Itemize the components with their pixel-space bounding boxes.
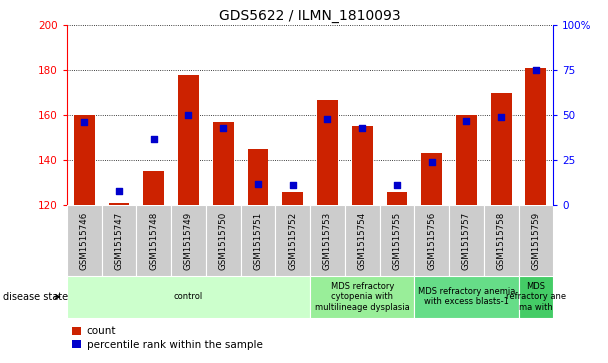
Bar (345, 205, 379, 276)
Bar (379, 205, 414, 276)
Bar (387, 192, 407, 205)
Bar (310, 276, 414, 318)
Point (253, 181, 263, 187)
Bar (491, 93, 511, 205)
Bar (352, 126, 373, 205)
Bar (136, 205, 171, 276)
Text: control: control (174, 292, 203, 301)
Bar (317, 99, 338, 205)
Bar (275, 205, 310, 276)
Bar (456, 115, 477, 205)
Bar (241, 205, 275, 276)
Text: GSM1515757: GSM1515757 (462, 211, 471, 270)
Text: GSM1515753: GSM1515753 (323, 211, 332, 270)
Point (288, 183, 297, 188)
Point (531, 68, 541, 73)
Bar (206, 205, 241, 276)
Bar (525, 68, 547, 205)
Bar (102, 205, 136, 276)
Text: GSM1515758: GSM1515758 (497, 211, 506, 270)
Bar (213, 122, 233, 205)
Text: MDS refractory
cytopenia with
multilineage dysplasia: MDS refractory cytopenia with multilinea… (315, 282, 410, 312)
Bar (143, 171, 164, 205)
Text: GSM1515752: GSM1515752 (288, 211, 297, 270)
Text: GSM1515751: GSM1515751 (254, 211, 263, 270)
Bar (171, 205, 206, 276)
Bar (74, 115, 95, 205)
Bar (449, 205, 484, 276)
Bar (414, 205, 449, 276)
Point (80, 119, 89, 125)
Bar (519, 276, 553, 318)
Text: GSM1515748: GSM1515748 (149, 211, 158, 270)
Text: MDS
refractory ane
ma with: MDS refractory ane ma with (506, 282, 566, 312)
Bar (519, 205, 553, 276)
Text: GSM1515747: GSM1515747 (114, 211, 123, 270)
Text: GSM1515754: GSM1515754 (358, 211, 367, 270)
Bar (67, 276, 310, 318)
Bar (421, 154, 442, 205)
Point (496, 114, 506, 120)
Legend: count, percentile rank within the sample: count, percentile rank within the sample (72, 326, 263, 350)
Text: disease state: disease state (3, 292, 68, 302)
Point (323, 116, 333, 122)
Point (392, 183, 402, 188)
Point (149, 136, 159, 142)
Point (358, 125, 367, 131)
Text: GSM1515746: GSM1515746 (80, 211, 89, 270)
Bar (310, 205, 345, 276)
Bar (178, 75, 199, 205)
Text: GSM1515759: GSM1515759 (531, 211, 541, 270)
Bar (109, 203, 130, 205)
Bar (247, 149, 268, 205)
Text: GSM1515749: GSM1515749 (184, 211, 193, 270)
Bar (414, 276, 519, 318)
Bar (67, 205, 102, 276)
Point (114, 188, 124, 193)
Bar (282, 192, 303, 205)
Text: GSM1515756: GSM1515756 (427, 211, 436, 270)
Bar (484, 205, 519, 276)
Text: GSM1515750: GSM1515750 (219, 211, 228, 270)
Point (218, 125, 228, 131)
Title: GDS5622 / ILMN_1810093: GDS5622 / ILMN_1810093 (219, 9, 401, 23)
Point (427, 159, 437, 165)
Text: MDS refractory anemia
with excess blasts-1: MDS refractory anemia with excess blasts… (418, 287, 515, 306)
Point (184, 112, 193, 118)
Point (461, 118, 471, 123)
Text: GSM1515755: GSM1515755 (392, 211, 401, 270)
